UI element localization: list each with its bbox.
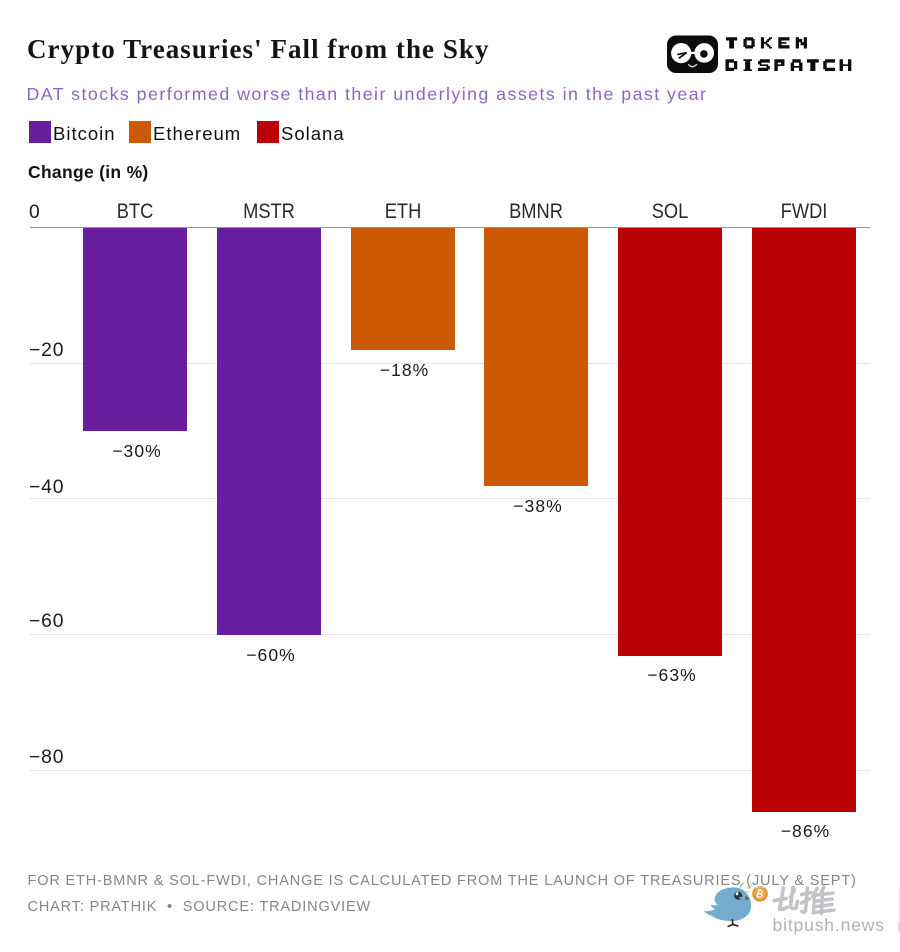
svg-text:bitpush.news: bitpush.news	[773, 915, 885, 935]
